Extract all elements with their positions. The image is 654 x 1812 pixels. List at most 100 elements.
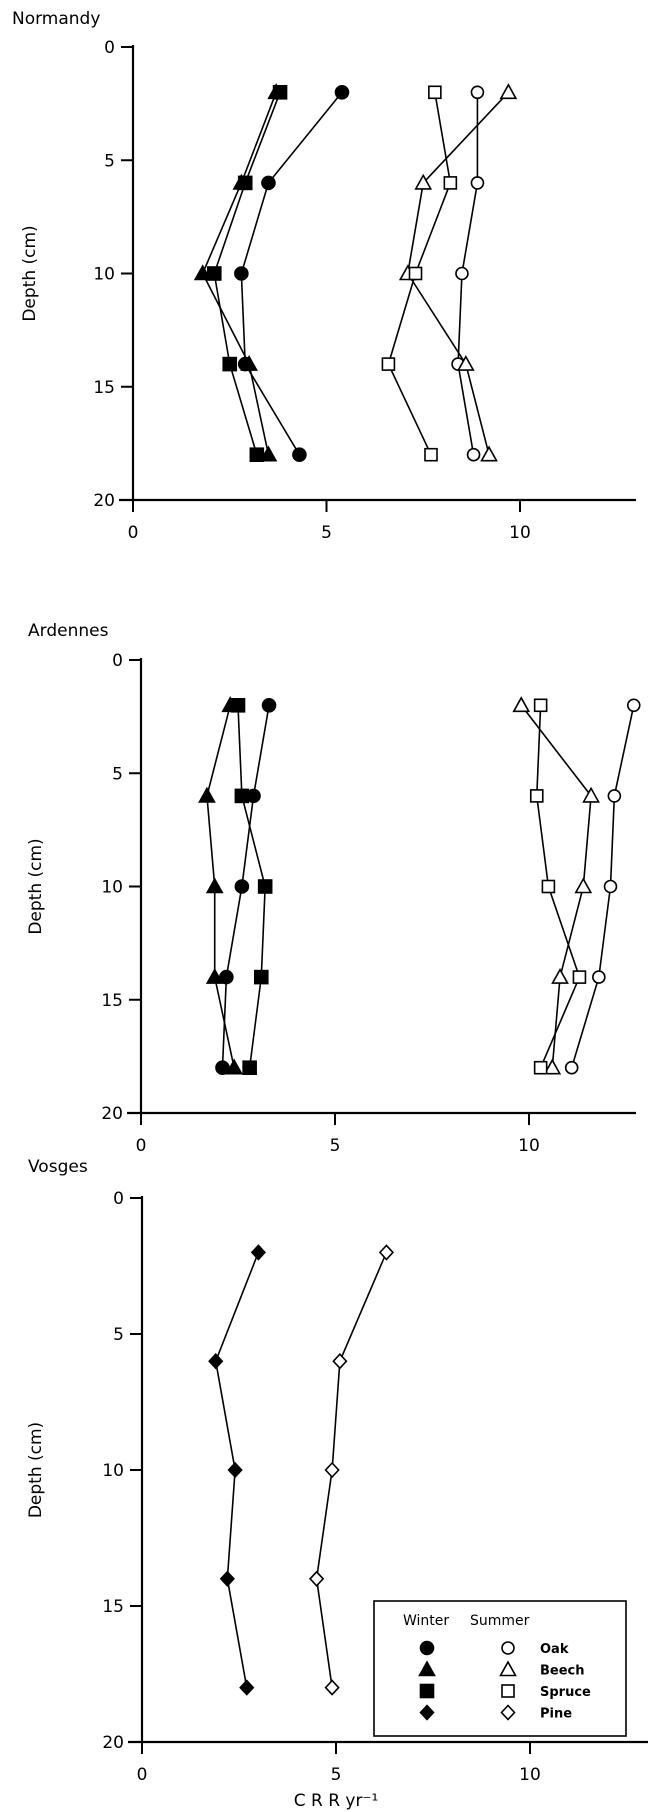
- series-winter-oak-point: [219, 969, 234, 985]
- series-summer-spruce: [381, 85, 458, 462]
- series-winter-spruce-point: [242, 1060, 257, 1075]
- series-summer-oak-point: [603, 879, 618, 894]
- series-summer-beech-point: [456, 354, 475, 371]
- series-summer-beech-point: [582, 786, 600, 803]
- series-winter-pine-point: [239, 1679, 255, 1696]
- series-summer-spruce-point: [533, 1060, 548, 1075]
- x-tick-label: 10: [519, 1765, 541, 1785]
- series-winter-beech: [198, 696, 243, 1075]
- series-summer-beech-point: [574, 877, 593, 894]
- series-summer-beech-point: [512, 696, 531, 713]
- x-tick-label: 0: [137, 1765, 148, 1785]
- y-axis-title: Depth (cm): [26, 838, 46, 934]
- legend-oak-winter-marker: [419, 1640, 435, 1656]
- series-summer-spruce-point: [529, 789, 544, 803]
- y-tick-label: 0: [112, 651, 123, 671]
- series-summer-spruce-point: [443, 176, 458, 190]
- series-winter-oak-point: [234, 266, 249, 281]
- x-tick-label: 10: [509, 523, 531, 543]
- series-winter-oak-point: [215, 1060, 230, 1075]
- y-tick-label: 15: [93, 378, 115, 398]
- legend-pine-winter-marker: [419, 1704, 435, 1721]
- series-winter-beech-point: [205, 967, 224, 984]
- y-tick-label: 10: [93, 265, 115, 285]
- series-winter-oak: [234, 85, 350, 463]
- series-summer-pine-point: [324, 1461, 340, 1479]
- series-summer-oak: [564, 698, 641, 1075]
- legend-oak-summer-marker: [501, 1641, 515, 1655]
- series-winter-spruce-point: [234, 788, 250, 804]
- series-summer-beech: [512, 696, 600, 1075]
- legend-header-winter: Winter: [403, 1613, 449, 1629]
- series-summer-beech-point: [499, 83, 518, 100]
- series-winter-spruce-point: [249, 447, 265, 463]
- y-tick-label: 20: [101, 1104, 123, 1124]
- series-summer-spruce-point: [541, 879, 556, 894]
- series-winter-oak-point: [261, 697, 277, 713]
- series-winter-spruce-point: [272, 85, 288, 100]
- legend-beech-summer-marker: [499, 1660, 517, 1677]
- y-tick-label: 5: [112, 764, 123, 784]
- legend-spruce-label: Spruce: [540, 1685, 591, 1700]
- series-winter-beech-point: [198, 786, 216, 803]
- series-winter-oak-point: [261, 175, 276, 191]
- y-tick-label: 10: [102, 1461, 124, 1481]
- legend-pine-summer-marker: [500, 1704, 516, 1721]
- series-winter-spruce-point: [230, 697, 246, 713]
- y-tick-label: 5: [104, 151, 115, 171]
- series-summer-beech-point: [414, 173, 433, 190]
- series-summer-pine-point: [324, 1679, 340, 1696]
- panel-title: Vosges: [28, 1157, 88, 1177]
- series-winter-spruce-point: [222, 356, 238, 372]
- series-summer-oak-point: [626, 698, 641, 713]
- series-summer-beech-point: [551, 967, 569, 984]
- y-tick-label: 0: [113, 1189, 124, 1209]
- y-tick-label: 15: [101, 991, 123, 1011]
- legend-beech-label: Beech: [540, 1664, 585, 1679]
- series-winter-beech-point: [240, 354, 258, 371]
- series-summer-beech-point: [543, 1058, 562, 1075]
- y-tick-label: 10: [101, 878, 123, 898]
- series-summer-spruce-point: [428, 85, 442, 100]
- y-tick-label: 0: [104, 38, 115, 58]
- legend-spruce-winter-marker: [419, 1683, 435, 1699]
- legend-pine-label: Pine: [540, 1707, 572, 1722]
- series-winter-beech-point: [193, 264, 212, 281]
- series-summer-oak-point: [470, 85, 485, 100]
- series-summer-spruce-point: [572, 970, 587, 984]
- series-summer-pine-point: [332, 1353, 348, 1370]
- series-winter-spruce-point: [257, 879, 273, 894]
- series-summer-oak-point: [470, 176, 485, 190]
- series-winter-spruce-point: [237, 175, 253, 191]
- series-summer-spruce-point: [424, 447, 438, 462]
- series-summer-pine: [309, 1244, 395, 1696]
- series-winter-spruce-point: [206, 266, 222, 281]
- series-summer-beech-point: [480, 445, 498, 462]
- panel-title: Normandy: [12, 9, 100, 29]
- legend-box: [373, 1600, 627, 1737]
- series-summer-oak-point: [607, 789, 622, 803]
- legend-beech-winter-marker: [418, 1660, 436, 1677]
- series-summer-oak-point: [455, 266, 469, 281]
- series-winter-spruce: [230, 697, 273, 1075]
- legend-header-summer: Summer: [470, 1613, 530, 1629]
- series-winter-pine: [208, 1244, 266, 1696]
- series-winter-oak: [215, 697, 277, 1075]
- series-summer-spruce-point: [533, 698, 548, 713]
- x-tick-label: 0: [136, 1136, 147, 1156]
- series-winter-beech-point: [225, 1058, 243, 1075]
- series-winter-oak-point: [334, 85, 350, 100]
- y-tick-label: 15: [102, 1597, 124, 1617]
- panel-vosges: Vosges 0 5 10 15 20 0 5 10 Depth (cm) C R R yr⁻¹ Wi…: [26, 1157, 648, 1811]
- series-summer-oak-point: [564, 1060, 579, 1075]
- series-summer-spruce: [529, 698, 587, 1075]
- x-tick-label: 5: [321, 523, 332, 543]
- series-summer-oak: [451, 85, 485, 462]
- legend-spruce-summer-marker: [501, 1684, 515, 1698]
- y-tick-label: 5: [113, 1325, 124, 1345]
- series-summer-spruce-point: [381, 357, 396, 371]
- series-summer-beech: [398, 83, 518, 462]
- series-summer-pine-point: [378, 1244, 395, 1261]
